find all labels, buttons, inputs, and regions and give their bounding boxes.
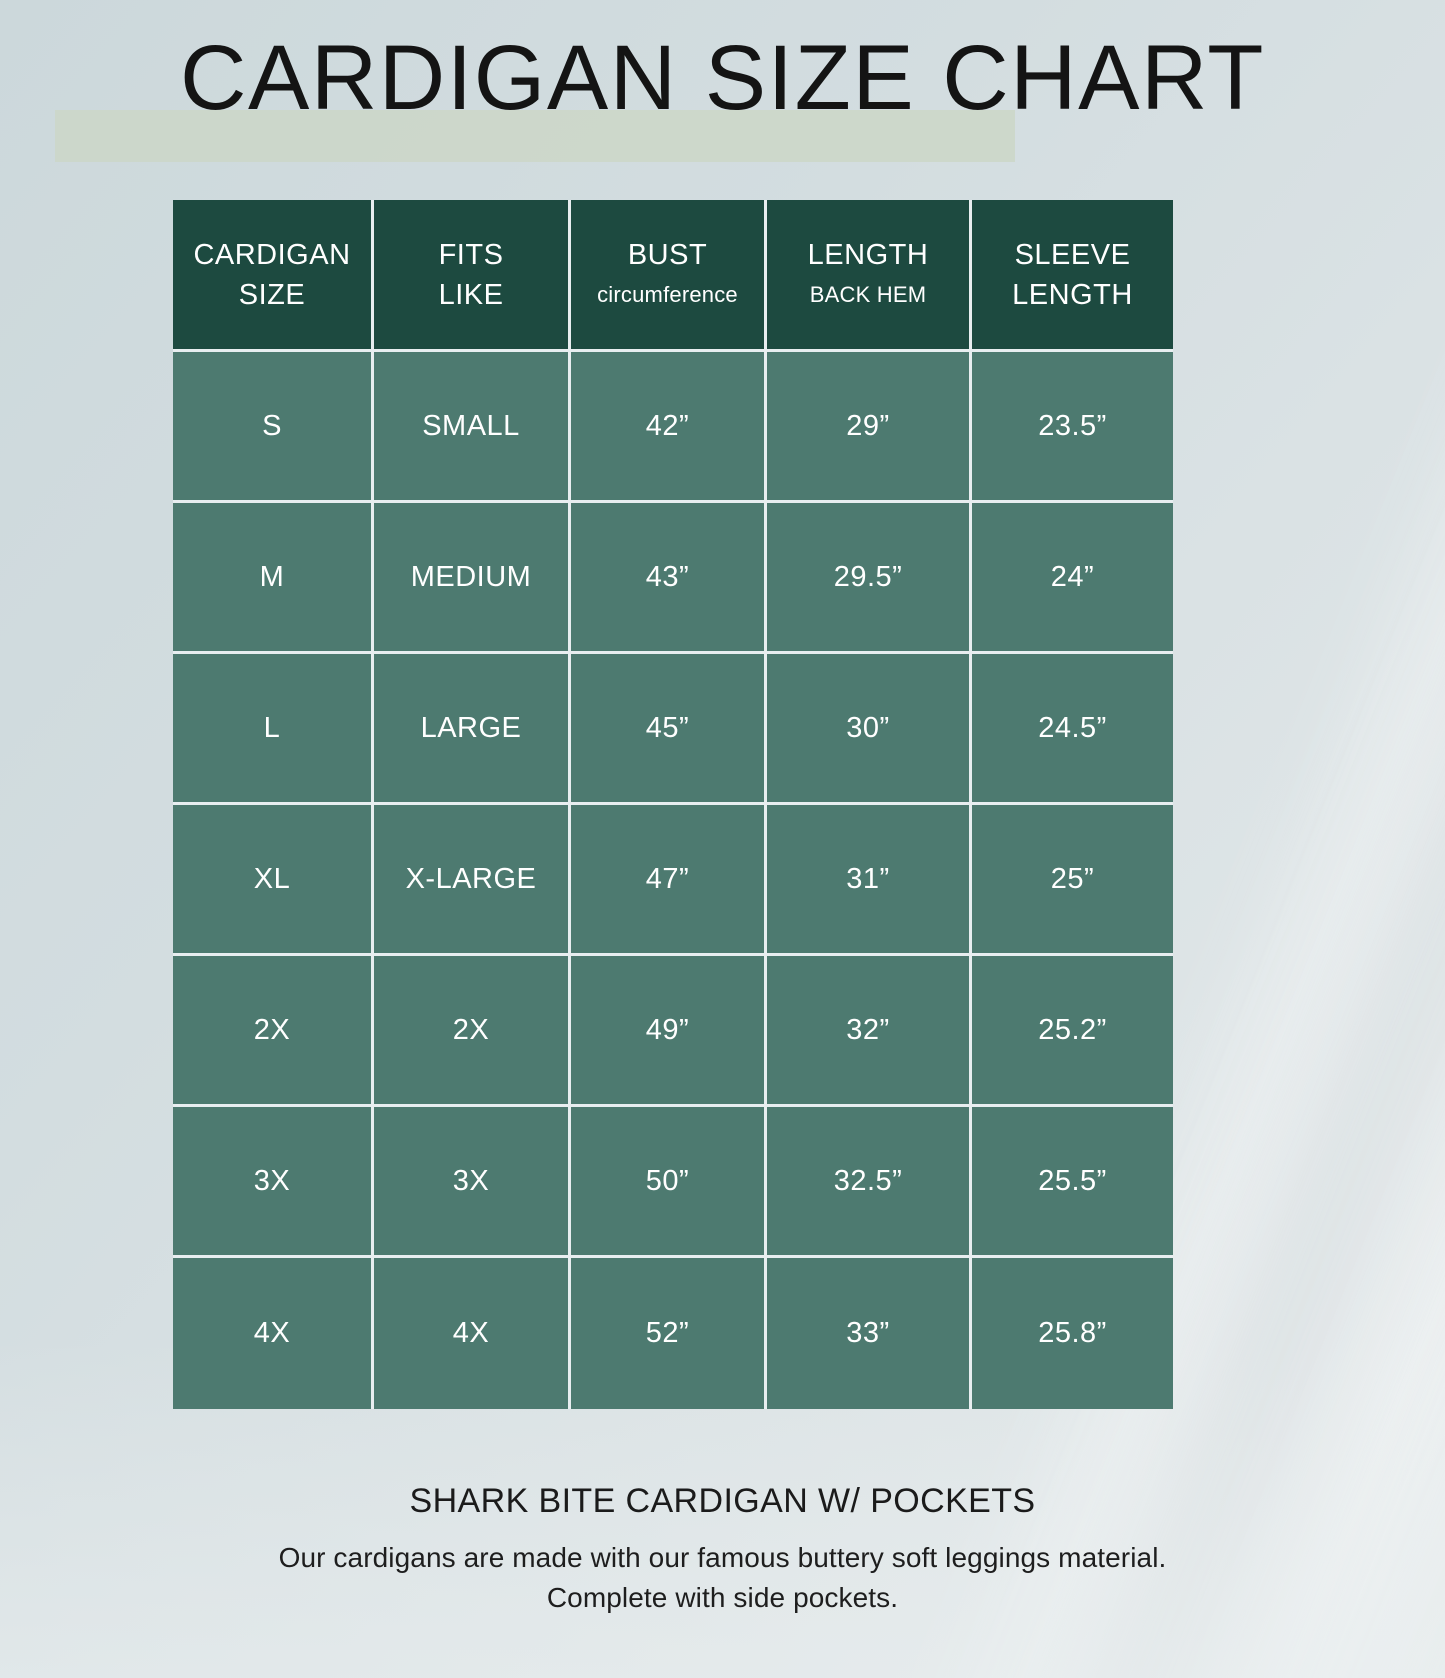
cell-length: 32”	[767, 956, 972, 1107]
cell-sleeve-length: 24”	[972, 503, 1173, 654]
cell-sleeve-length: 23.5”	[972, 352, 1173, 503]
cell-length: 31”	[767, 805, 972, 956]
cell-length: 33”	[767, 1258, 972, 1409]
cell-bust: 50”	[571, 1107, 767, 1258]
column-header-line-2: BACK HEM	[809, 281, 927, 307]
column-header-length: LENGTH BACK HEM	[767, 200, 972, 352]
cell-fits-like: SMALL	[374, 352, 571, 503]
cell-bust: 49”	[571, 956, 767, 1107]
footer-description-line-2: Complete with side pockets.	[546, 1582, 899, 1613]
column-header-line-1: SLEEVE	[1014, 238, 1131, 271]
cell-fits-like: 2X	[374, 956, 571, 1107]
column-header-sleeve-length: SLEEVE LENGTH	[972, 200, 1173, 352]
cell-fits-like: MEDIUM	[374, 503, 571, 654]
cell-sleeve-length: 25.5”	[972, 1107, 1173, 1258]
cell-bust: 45”	[571, 654, 767, 805]
cell-fits-like: 3X	[374, 1107, 571, 1258]
column-header-line-2: LENGTH	[1012, 278, 1133, 311]
cell-sleeve-length: 25.8”	[972, 1258, 1173, 1409]
cell-bust: 52”	[571, 1258, 767, 1409]
table-row: XL X-LARGE 47” 31” 25”	[173, 805, 1173, 956]
cell-cardigan-size: L	[173, 654, 374, 805]
table-row: L LARGE 45” 30” 24.5”	[173, 654, 1173, 805]
size-chart-table-body: CARDIGAN SIZE FITS LIKE BUST circumference LEN…	[173, 200, 1173, 1409]
cell-length: 32.5”	[767, 1107, 972, 1258]
cell-cardigan-size: S	[173, 352, 374, 503]
size-chart-table: CARDIGAN SIZE FITS LIKE BUST circumference LEN…	[173, 200, 1173, 1409]
column-header-line-1: FITS	[438, 238, 504, 271]
cell-cardigan-size: M	[173, 503, 374, 654]
table-row: M MEDIUM 43” 29.5” 24”	[173, 503, 1173, 654]
column-header-line-2: circumference	[597, 281, 738, 307]
column-header-line-1: LENGTH	[807, 238, 929, 271]
product-name: SHARK BITE CARDIGAN W/ POCKETS	[409, 1482, 1036, 1520]
table-row: 3X 3X 50” 32.5” 25.5”	[173, 1107, 1173, 1258]
footer-description-line-1: Our cardigans are made with our famous b…	[278, 1542, 1167, 1573]
page-title: CARDIGAN SIZE CHART	[180, 27, 1265, 129]
cell-fits-like: 4X	[374, 1258, 571, 1409]
cell-fits-like: X-LARGE	[374, 805, 571, 956]
cell-length: 30”	[767, 654, 972, 805]
cell-sleeve-length: 24.5”	[972, 654, 1173, 805]
cell-sleeve-length: 25”	[972, 805, 1173, 956]
cell-length: 29”	[767, 352, 972, 503]
table-header-row: CARDIGAN SIZE FITS LIKE BUST circumference LEN…	[173, 200, 1173, 352]
column-header-cardigan-size: CARDIGAN SIZE	[173, 200, 374, 352]
cell-bust: 42”	[571, 352, 767, 503]
table-row: 4X 4X 52” 33” 25.8”	[173, 1258, 1173, 1409]
column-header-line-2: LIKE	[438, 278, 504, 311]
cell-cardigan-size: 4X	[173, 1258, 374, 1409]
column-header-line-2: SIZE	[238, 278, 306, 311]
cell-sleeve-length: 25.2”	[972, 956, 1173, 1107]
cell-bust: 43”	[571, 503, 767, 654]
footer-area: SHARK BITE CARDIGAN W/ POCKETS Our cardi…	[0, 1478, 1445, 1618]
column-header-bust: BUST circumference	[571, 200, 767, 352]
cell-bust: 47”	[571, 805, 767, 956]
cell-length: 29.5”	[767, 503, 972, 654]
title-area: CARDIGAN SIZE CHART	[0, 22, 1445, 162]
cell-cardigan-size: 2X	[173, 956, 374, 1107]
cell-fits-like: LARGE	[374, 654, 571, 805]
title-highlight-band	[55, 110, 1015, 162]
table-row: 2X 2X 49” 32” 25.2”	[173, 956, 1173, 1107]
column-header-line-1: BUST	[627, 238, 708, 271]
column-header-line-1: CARDIGAN	[193, 238, 351, 271]
column-header-fits-like: FITS LIKE	[374, 200, 571, 352]
table-row: S SMALL 42” 29” 23.5”	[173, 352, 1173, 503]
cell-cardigan-size: XL	[173, 805, 374, 956]
cell-cardigan-size: 3X	[173, 1107, 374, 1258]
